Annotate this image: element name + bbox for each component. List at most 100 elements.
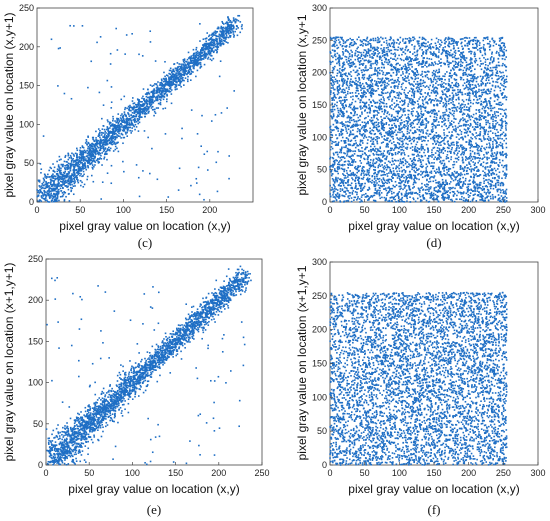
- scatter-point: [331, 79, 333, 81]
- scatter-point: [393, 131, 396, 133]
- scatter-point: [75, 158, 78, 161]
- scatter-point: [342, 39, 344, 41]
- scatter-point: [187, 57, 190, 59]
- scatter-point: [95, 148, 98, 151]
- scatter-point: [125, 118, 127, 121]
- scatter-point: [177, 79, 179, 81]
- scatter-point: [441, 194, 443, 196]
- scatter-point: [46, 199, 48, 202]
- scatter-point: [425, 169, 428, 171]
- scatter-point: [229, 30, 232, 33]
- scatter-point: [128, 126, 131, 129]
- scatter-point: [420, 138, 422, 140]
- scatter-point: [387, 166, 390, 168]
- scatter-point: [426, 65, 428, 68]
- scatter-point: [362, 137, 365, 139]
- scatter-point: [146, 103, 149, 105]
- scatter-point: [498, 64, 501, 67]
- scatter-point: [151, 90, 154, 93]
- scatter-point: [390, 115, 393, 118]
- scatter-point: [93, 155, 96, 158]
- scatter-point: [136, 111, 139, 113]
- scatter-point: [466, 191, 469, 193]
- scatter-point: [53, 171, 56, 173]
- scatter-point: [403, 176, 405, 179]
- scatter-point: [371, 78, 373, 81]
- scatter-point: [442, 47, 445, 49]
- scatter-point: [393, 46, 396, 49]
- scatter-point: [152, 96, 155, 98]
- scatter-point: [449, 94, 451, 97]
- scatter-point: [57, 176, 59, 179]
- scatter-point: [350, 182, 353, 185]
- scatter-point: [390, 170, 393, 173]
- scatter-point: [57, 190, 59, 192]
- scatter-point: [482, 127, 485, 130]
- scatter-point: [230, 23, 233, 26]
- scatter-point: [485, 162, 488, 165]
- scatter-point: [39, 190, 42, 192]
- scatter-point: [418, 45, 420, 47]
- scatter-point: [451, 109, 454, 112]
- scatter-point: [343, 68, 345, 71]
- scatter-point: [457, 158, 460, 161]
- scatter-point: [411, 108, 413, 110]
- scatter-point: [341, 189, 344, 191]
- scatter-point: [216, 46, 218, 49]
- scatter-point: [330, 79, 332, 81]
- scatter-point: [418, 178, 420, 181]
- scatter-point: [368, 74, 371, 77]
- scatter-point: [117, 135, 120, 137]
- scatter-point: [77, 173, 80, 176]
- scatter-point: [193, 53, 195, 55]
- scatter-point: [86, 160, 89, 163]
- scatter-point: [73, 175, 75, 178]
- scatter-point: [210, 42, 212, 45]
- scatter-point: [456, 152, 459, 155]
- scatter-point: [494, 186, 497, 189]
- scatter-point: [380, 115, 382, 118]
- scatter-point: [141, 100, 143, 103]
- scatter-point: [96, 143, 99, 145]
- scatter-point: [82, 151, 85, 153]
- scatter-point: [439, 77, 441, 80]
- scatter-point: [445, 157, 448, 160]
- scatter-point: [366, 171, 369, 173]
- scatter-point: [215, 49, 218, 52]
- scatter-point: [97, 142, 100, 145]
- scatter-point: [66, 186, 68, 188]
- scatter-point: [333, 129, 335, 131]
- scatter-point: [461, 91, 463, 94]
- scatter-point: [361, 87, 363, 90]
- scatter-point: [116, 120, 118, 123]
- scatter-point: [168, 80, 171, 83]
- scatter-point: [85, 139, 88, 141]
- scatter-point: [477, 161, 480, 164]
- scatter-point: [203, 43, 206, 45]
- scatter-point: [502, 77, 505, 79]
- scatter-point: [366, 162, 368, 165]
- scatter-point: [404, 147, 407, 149]
- scatter-point: [340, 38, 343, 40]
- scatter-point: [203, 44, 205, 47]
- scatter-point: [458, 150, 460, 153]
- scatter-point: [352, 178, 354, 181]
- scatter-point: [132, 97, 134, 99]
- scatter-point: [476, 183, 479, 186]
- scatter-point: [333, 184, 335, 187]
- scatter-point: [374, 187, 377, 190]
- scatter-point: [90, 174, 93, 177]
- scatter-point: [344, 74, 347, 77]
- scatter-point: [480, 126, 482, 129]
- scatter-point: [58, 199, 60, 202]
- scatter-point: [421, 63, 424, 65]
- scatter-point: [437, 55, 440, 57]
- scatter-point: [417, 138, 420, 140]
- scatter-point: [411, 114, 414, 117]
- scatter-point: [64, 168, 67, 171]
- scatter-point: [104, 148, 107, 150]
- scatter-point: [239, 31, 242, 34]
- scatter-point: [58, 178, 61, 181]
- scatter-point: [64, 156, 66, 158]
- scatter-point: [43, 193, 46, 195]
